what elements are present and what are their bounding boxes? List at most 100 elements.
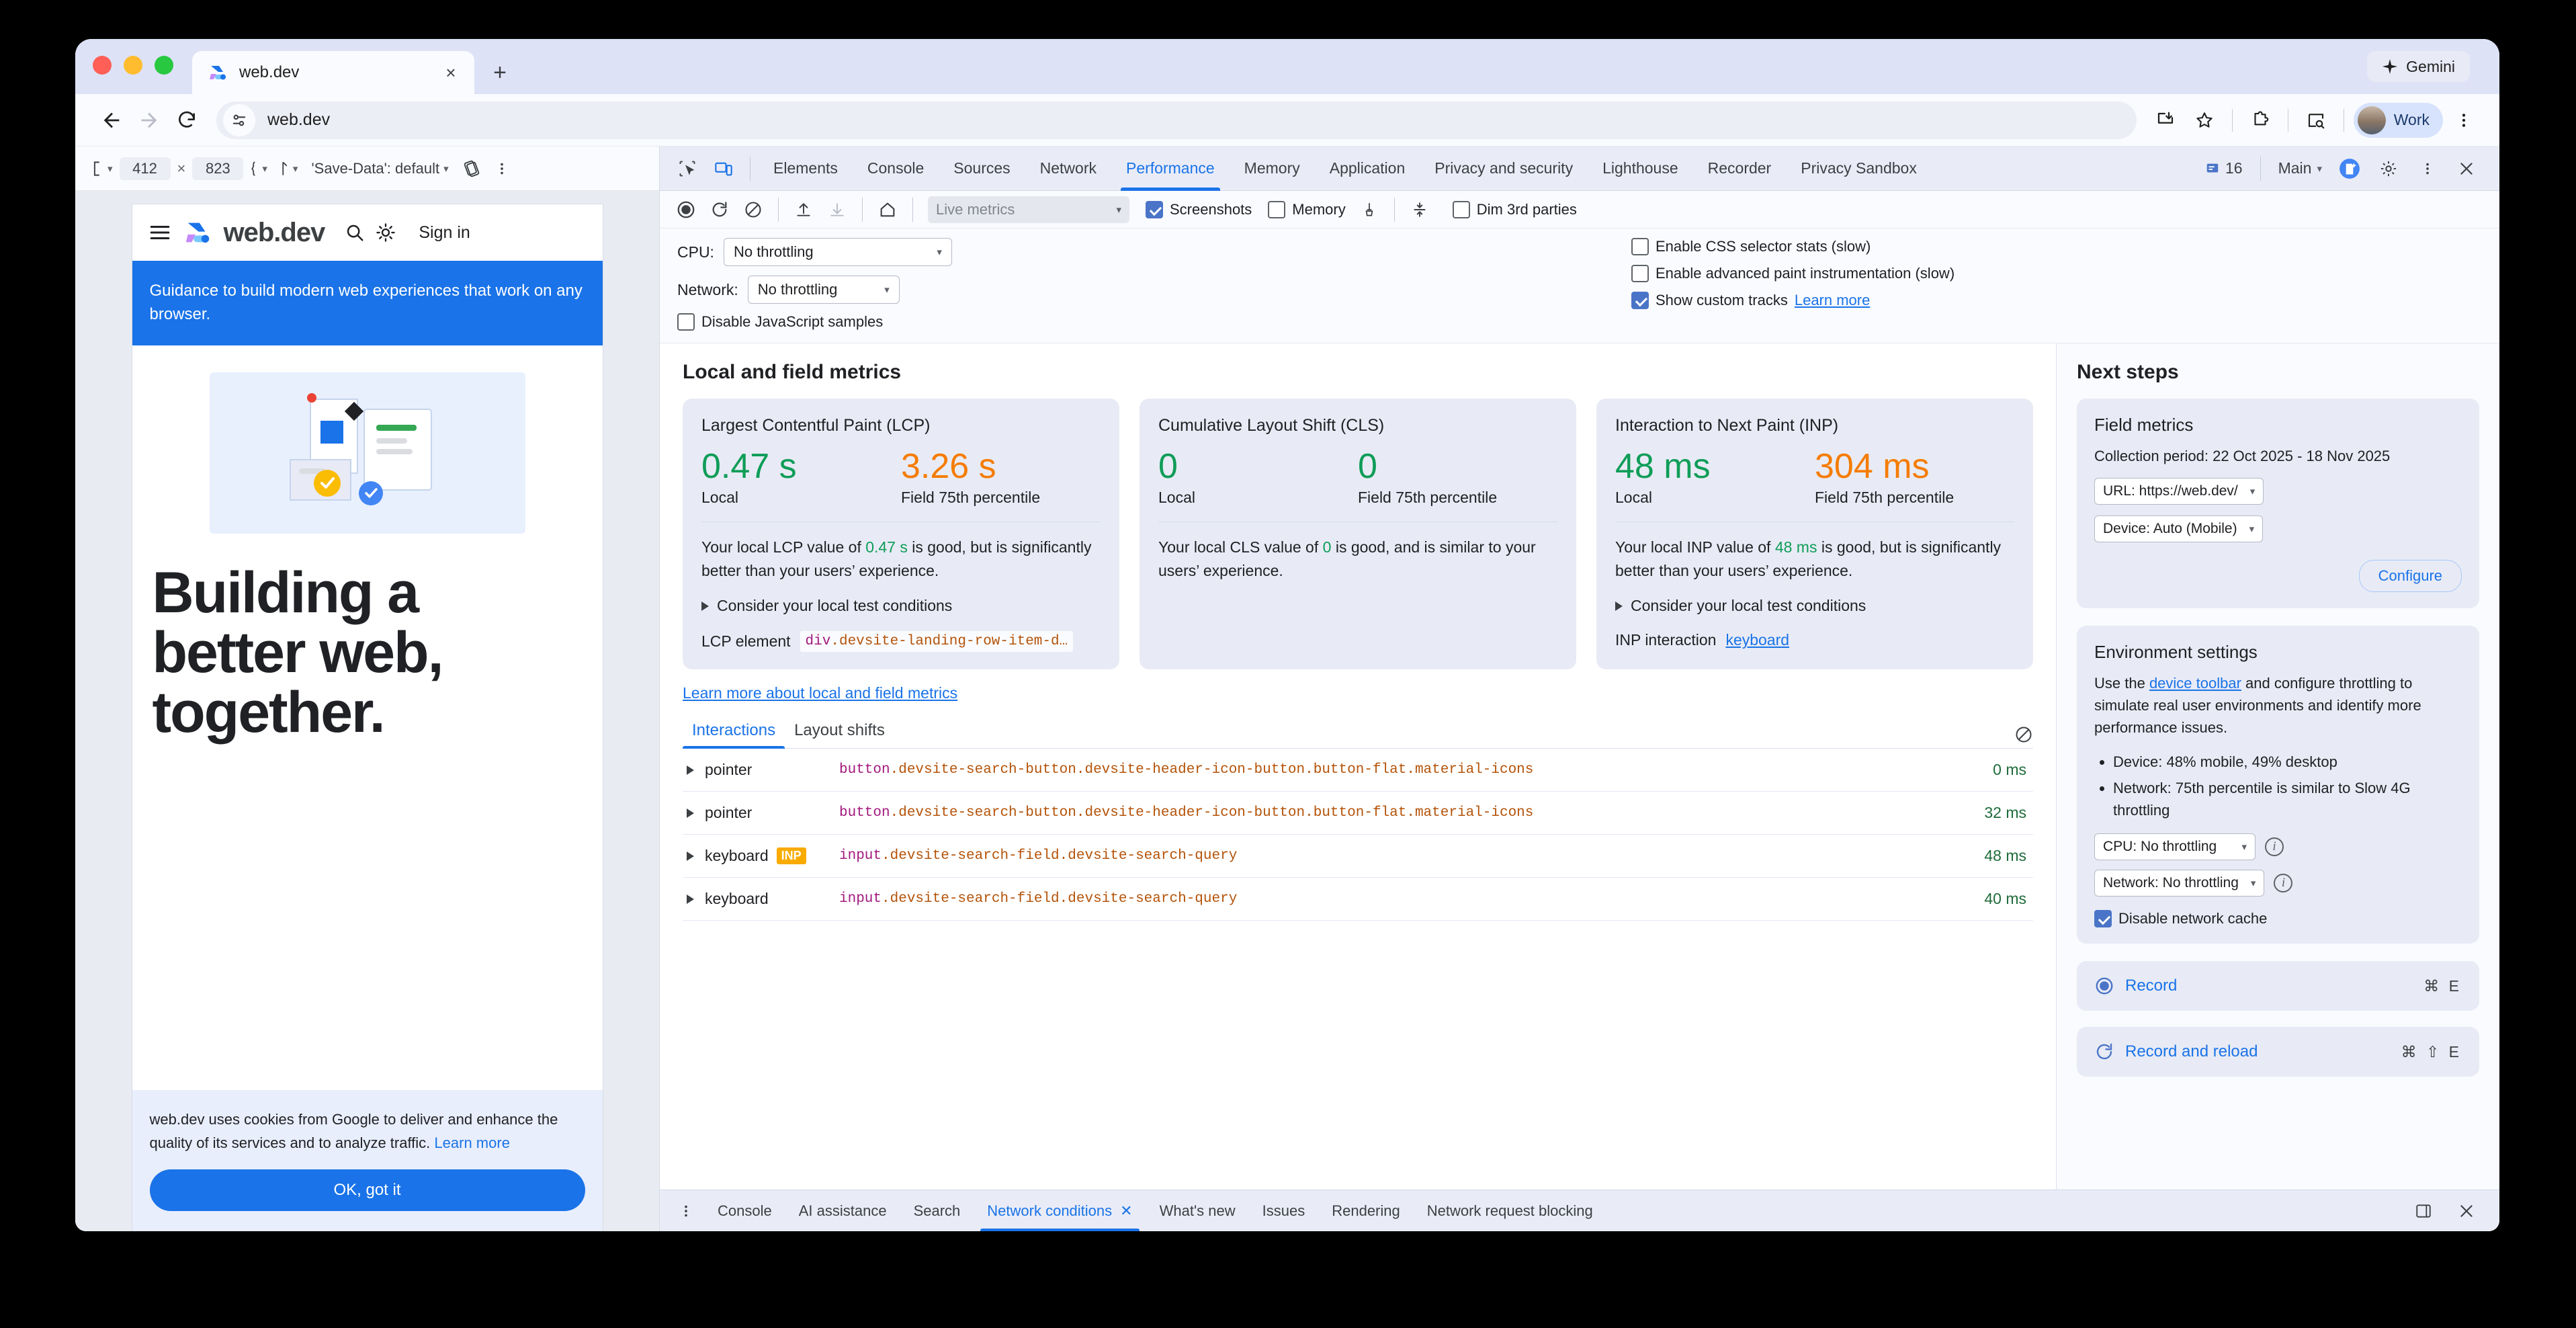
drawer-tab-console[interactable]: Console bbox=[704, 1190, 785, 1232]
table-row[interactable]: pointer button.devsite-search-button.devs… bbox=[683, 792, 2033, 835]
export-profile-icon[interactable] bbox=[820, 194, 854, 225]
devtools-tab-memory[interactable]: Memory bbox=[1244, 159, 1300, 177]
devtools-tab-sources[interactable]: Sources bbox=[953, 159, 1011, 177]
issues-counter[interactable]: 16 bbox=[2198, 159, 2249, 177]
device-throttle-select[interactable]: ▾ bbox=[274, 153, 305, 184]
record-action-card[interactable]: Record ⌘ E bbox=[2077, 961, 2479, 1011]
devtools-tab-privacy-sandbox[interactable]: Privacy Sandbox bbox=[1801, 159, 1917, 177]
memory-checkbox[interactable]: Memory bbox=[1268, 200, 1346, 218]
drawer-tab-issues[interactable]: Issues bbox=[1249, 1190, 1319, 1232]
env-cpu-select[interactable]: CPU: No throttling ▾ bbox=[2094, 833, 2256, 860]
drawer-tab-network-request-blocking[interactable]: Network request blocking bbox=[1414, 1190, 1606, 1232]
site-settings-icon[interactable] bbox=[223, 103, 255, 136]
new-tab-button[interactable]: + bbox=[493, 59, 507, 85]
install-app-icon[interactable] bbox=[2147, 102, 2184, 138]
device-zoom-select[interactable]: ▾ bbox=[243, 153, 274, 184]
collect-garbage-icon[interactable] bbox=[1353, 194, 1386, 225]
configure-button[interactable]: Configure bbox=[2358, 560, 2462, 592]
close-devtools-icon[interactable] bbox=[2448, 151, 2485, 187]
cpu-throttle-select[interactable]: No throttling ▾ bbox=[723, 238, 952, 266]
table-row[interactable]: keyboard INP input.devsite-search-field.de… bbox=[683, 835, 2033, 878]
disable-network-cache-checkbox[interactable]: Disable network cache bbox=[2094, 910, 2462, 927]
local-test-conditions-disclosure[interactable]: Consider your local test conditions bbox=[701, 597, 1101, 615]
devtools-more-icon[interactable] bbox=[2409, 151, 2446, 187]
table-row[interactable]: keyboard input.devsite-search-field.devsi… bbox=[683, 878, 2033, 921]
devtools-tab-console[interactable]: Console bbox=[867, 159, 925, 177]
bookmark-star-icon[interactable] bbox=[2186, 102, 2223, 138]
chevron-right-icon[interactable] bbox=[687, 765, 694, 775]
local-test-conditions-disclosure[interactable]: Consider your local test conditions bbox=[1615, 597, 2014, 615]
close-icon[interactable]: × bbox=[445, 62, 456, 83]
sign-in-link[interactable]: Sign in bbox=[419, 222, 470, 242]
rotate-icon[interactable] bbox=[456, 153, 488, 184]
drawer-tab-search[interactable]: Search bbox=[900, 1190, 974, 1232]
devtools-tab-performance[interactable]: Performance bbox=[1111, 147, 1230, 191]
chevron-right-icon[interactable] bbox=[687, 851, 694, 861]
chrome-menu-icon[interactable] bbox=[2446, 102, 2482, 138]
import-profile-icon[interactable] bbox=[787, 194, 820, 225]
clear-interactions-icon[interactable] bbox=[2014, 725, 2033, 744]
record-and-reload-icon[interactable] bbox=[703, 194, 736, 225]
inspect-element-icon[interactable] bbox=[669, 151, 705, 187]
close-drawer-icon[interactable] bbox=[2448, 1193, 2485, 1229]
profile-chip[interactable]: Work bbox=[2353, 102, 2443, 138]
cookie-learn-more-link[interactable]: Learn more bbox=[434, 1134, 510, 1151]
search-icon[interactable] bbox=[345, 222, 365, 243]
devtools-ai-icon[interactable] bbox=[2331, 151, 2368, 187]
clear-icon[interactable] bbox=[736, 194, 770, 225]
forward-icon[interactable] bbox=[130, 101, 168, 139]
field-device-select[interactable]: Device: Auto (Mobile) ▾ bbox=[2094, 515, 2264, 542]
screenshots-checkbox[interactable]: Screenshots bbox=[1146, 200, 1252, 218]
learn-more-metrics-link[interactable]: Learn more about local and field metrics bbox=[683, 684, 958, 702]
device-toolbar-link[interactable]: device toolbar bbox=[2149, 675, 2241, 692]
extensions-icon[interactable] bbox=[2242, 102, 2278, 138]
close-icon[interactable]: ✕ bbox=[1120, 1202, 1133, 1219]
css-selector-stats-checkbox[interactable]: Enable CSS selector stats (slow) bbox=[1631, 238, 1955, 255]
browser-tab[interactable]: web.dev × bbox=[192, 51, 474, 94]
drawer-tab-what-s-new[interactable]: What's new bbox=[1146, 1190, 1249, 1232]
interactions-tab-interactions[interactable]: Interactions bbox=[683, 721, 785, 749]
devtools-tab-application[interactable]: Application bbox=[1329, 159, 1406, 177]
advanced-paint-checkbox[interactable]: Enable advanced paint instrumentation (s… bbox=[1631, 265, 1955, 282]
drawer-tab-ai-assistance[interactable]: AI assistance bbox=[785, 1190, 900, 1232]
address-bar[interactable]: web.dev bbox=[216, 101, 2137, 139]
window-close-button[interactable] bbox=[93, 56, 112, 75]
window-maximize-button[interactable] bbox=[155, 56, 173, 75]
device-width-input[interactable]: 412 bbox=[119, 157, 171, 180]
theme-toggle-icon[interactable] bbox=[376, 222, 396, 243]
network-info-icon[interactable]: i bbox=[2274, 874, 2293, 893]
hamburger-menu-icon[interactable] bbox=[148, 221, 171, 244]
save-data-select[interactable]: 'Save-Data': default ▾ bbox=[304, 153, 455, 184]
interactions-tab-layout-shifts[interactable]: Layout shifts bbox=[794, 721, 885, 740]
reload-icon[interactable] bbox=[168, 101, 206, 139]
back-icon[interactable] bbox=[93, 101, 130, 139]
dock-side-icon[interactable] bbox=[2405, 1193, 2442, 1229]
element-link[interactable]: keyboard bbox=[1725, 631, 1790, 649]
drawer-tab-network-conditions[interactable]: Network conditions ✕ bbox=[974, 1190, 1146, 1231]
chevron-right-icon[interactable] bbox=[687, 808, 694, 818]
table-row[interactable]: pointer button.devsite-search-button.devs… bbox=[683, 749, 2033, 792]
dim-3rd-parties-checkbox[interactable]: Dim 3rd parties bbox=[1452, 200, 1577, 218]
cookie-accept-button[interactable]: OK, got it bbox=[149, 1169, 585, 1211]
device-preset-select[interactable]: ▾ bbox=[85, 153, 120, 184]
record-icon[interactable] bbox=[669, 194, 703, 225]
devtools-tab-recorder[interactable]: Recorder bbox=[1707, 159, 1772, 177]
network-throttle-select[interactable]: No throttling ▾ bbox=[747, 276, 900, 304]
expand-collapse-icon[interactable] bbox=[1403, 194, 1436, 225]
device-more-options-icon[interactable] bbox=[488, 153, 516, 184]
show-custom-tracks-checkbox[interactable]: Show custom tracks Learn more bbox=[1631, 292, 1955, 309]
device-height-input[interactable]: 823 bbox=[192, 157, 244, 180]
live-metrics-select[interactable]: Live metrics ▾ bbox=[928, 196, 1129, 223]
devtools-tab-network[interactable]: Network bbox=[1039, 159, 1097, 177]
tab-search-icon[interactable] bbox=[2298, 102, 2334, 138]
context-select[interactable]: Main ▾ bbox=[2272, 159, 2329, 177]
disable-js-samples-checkbox[interactable]: Disable JavaScript samples bbox=[677, 313, 1604, 331]
devtools-tab-lighthouse[interactable]: Lighthouse bbox=[1602, 159, 1678, 177]
window-minimize-button[interactable] bbox=[124, 56, 142, 75]
gemini-button[interactable]: Gemini bbox=[2367, 51, 2470, 82]
env-network-select[interactable]: Network: No throttling ▾ bbox=[2094, 870, 2265, 897]
element-selector[interactable]: div.devsite-landing-row-item-d… bbox=[800, 631, 1074, 653]
record-and-reload-action-card[interactable]: Record and reload ⌘ ⇧ E bbox=[2077, 1027, 2479, 1077]
gear-icon[interactable] bbox=[2370, 151, 2407, 187]
device-toolbar-toggle-icon[interactable] bbox=[705, 151, 742, 187]
